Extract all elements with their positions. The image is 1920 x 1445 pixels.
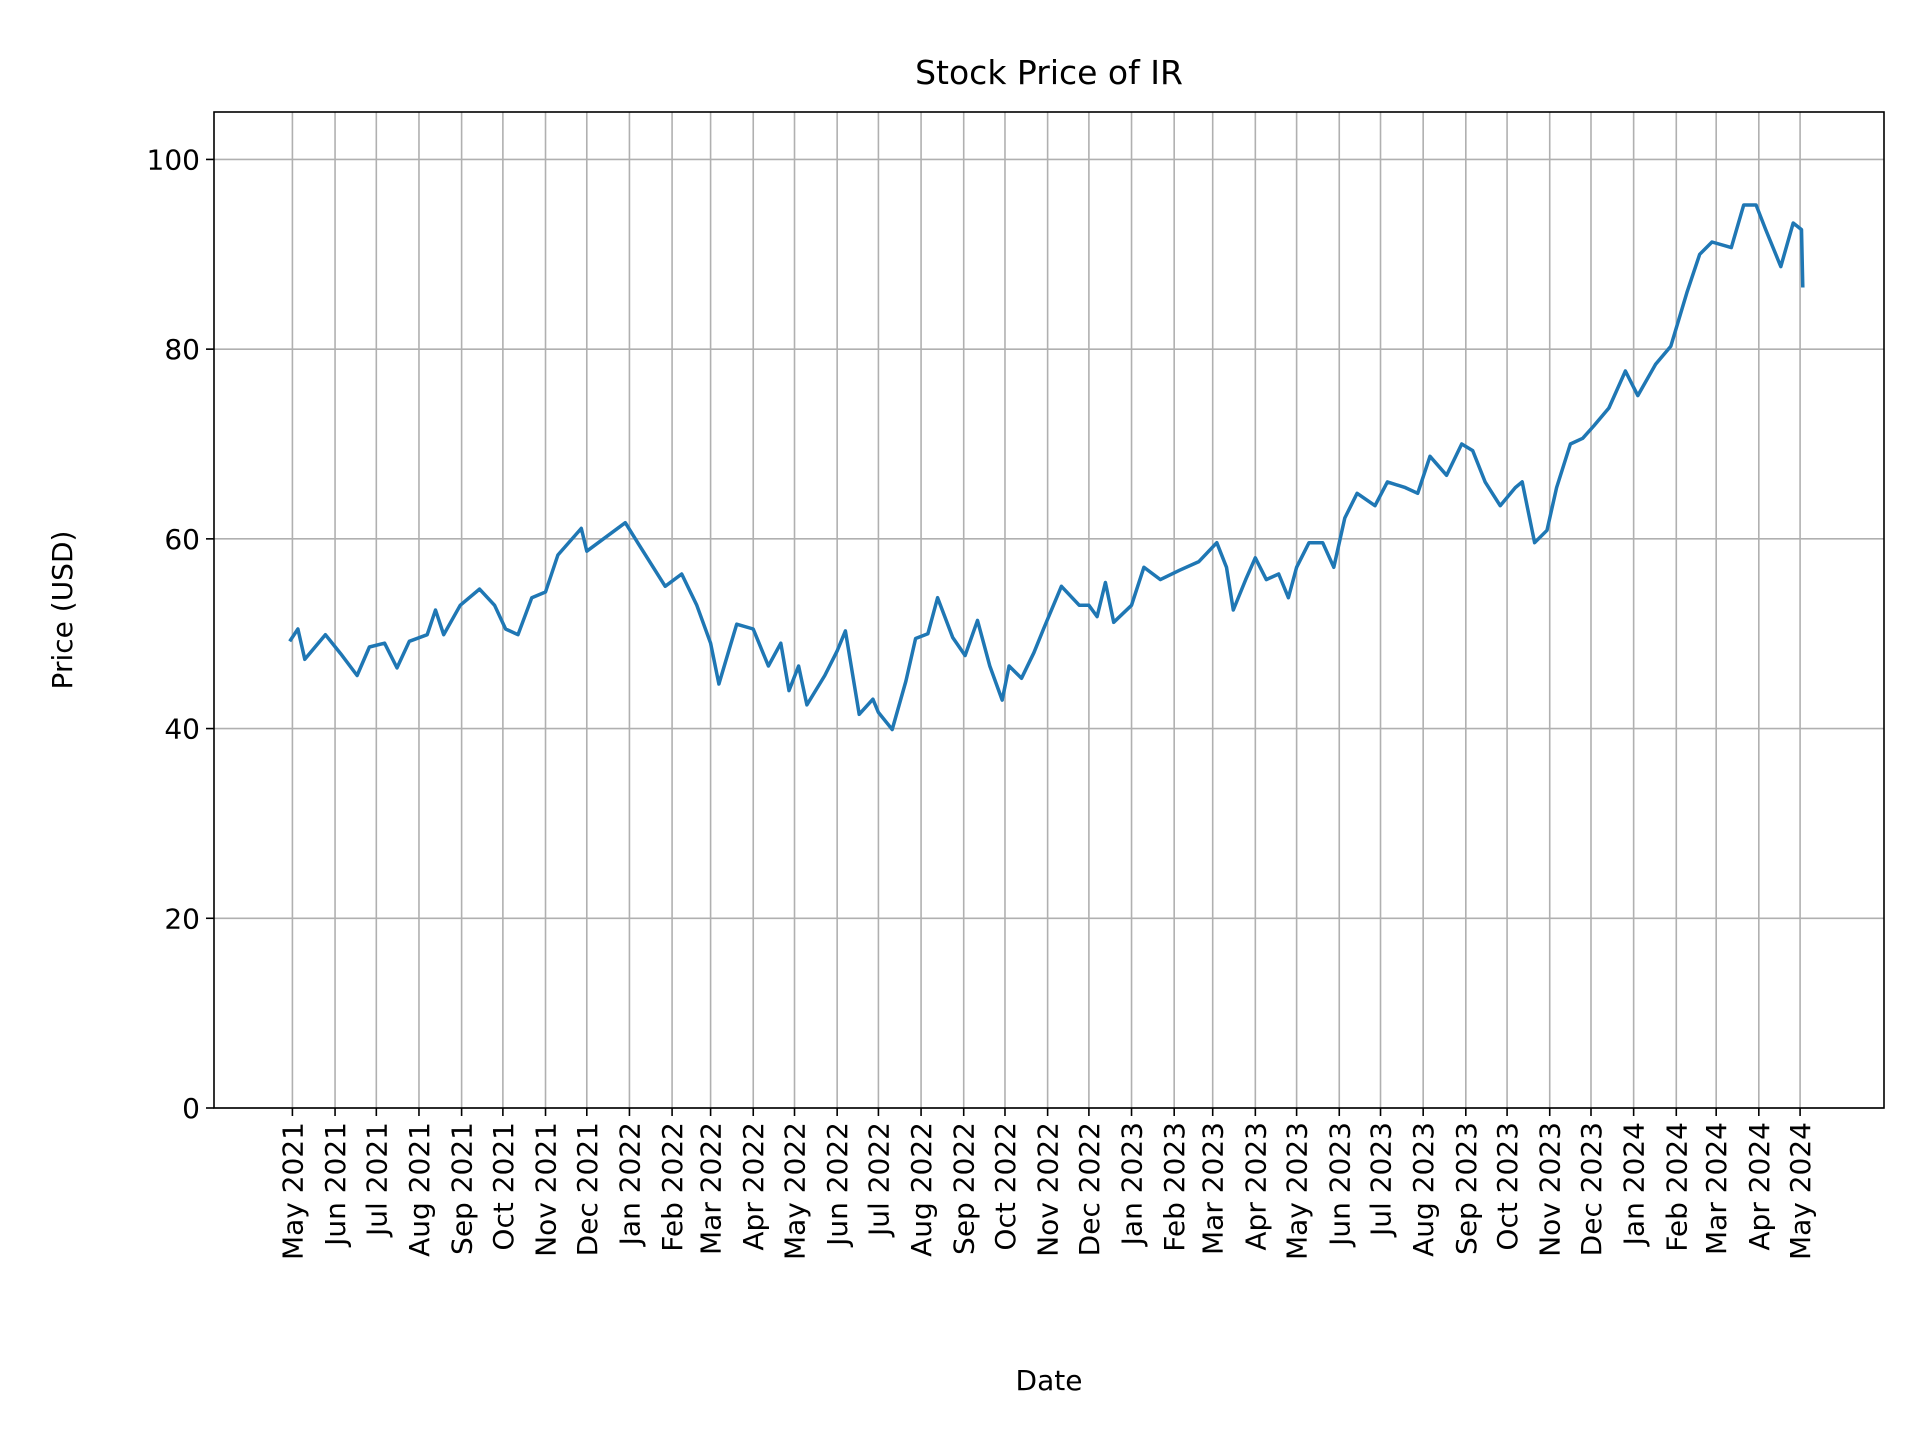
x-tick-label: Dec 2022 [1073,1122,1106,1256]
x-tick-label: Oct 2023 [1491,1122,1524,1251]
x-tick-label: Aug 2023 [1407,1122,1440,1257]
x-tick-label: Jul 2023 [1365,1122,1398,1238]
x-tick-label: Mar 2022 [695,1122,728,1255]
x-tick-label: Sep 2022 [948,1122,981,1255]
x-tick-label: Dec 2021 [571,1122,604,1256]
x-tick-label: Apr 2024 [1743,1122,1776,1251]
x-tick-label: Oct 2022 [989,1122,1022,1251]
grid-lines [214,112,1884,1109]
price-line [288,203,1805,732]
y-axis-ticks: 0 20 40 60 80 100 [147,143,214,1125]
x-tick-label: Jan 2024 [1618,1122,1651,1247]
y-axis-label: Price (USD) [46,531,79,690]
y-tick-label: 80 [164,333,200,366]
x-tick-label: Nov 2021 [530,1122,563,1257]
x-tick-label: Feb 2024 [1660,1122,1693,1252]
x-tick-label: Sep 2023 [1450,1122,1483,1255]
x-tick-label: Mar 2023 [1197,1122,1230,1255]
x-tick-label: Jan 2022 [613,1122,646,1247]
x-tick-label: Feb 2023 [1158,1122,1191,1252]
x-tick-label: Aug 2021 [403,1122,436,1257]
x-tick-label: Jun 2023 [1323,1122,1356,1248]
x-axis-ticks: May 2021 Jun 2021 Jul 2021 Aug 2021 Sep 2021… [276,1108,1817,1260]
x-tick-label: Dec 2023 [1575,1122,1608,1256]
x-tick-label: Jan 2023 [1116,1122,1149,1247]
x-tick-label: Oct 2021 [487,1122,520,1251]
x-tick-label: Jun 2022 [821,1122,854,1248]
x-tick-label: May 2023 [1281,1122,1314,1260]
x-tick-label: Nov 2022 [1032,1122,1065,1257]
x-tick-label: Nov 2023 [1534,1122,1567,1257]
x-tick-label: Jul 2021 [360,1122,393,1238]
plot-frame [213,111,1885,1109]
x-tick-label: Mar 2024 [1700,1122,1733,1255]
x-tick-label: Feb 2022 [656,1122,689,1252]
x-axis-label: Date [1016,1364,1083,1397]
y-tick-label: 100 [147,143,200,176]
x-tick-label: Jul 2022 [862,1122,895,1238]
y-tick-label: 20 [164,902,200,935]
x-tick-label: Apr 2022 [737,1122,770,1251]
x-tick-label: Sep 2021 [446,1122,479,1255]
chart-title: Stock Price of IR [915,53,1183,92]
x-tick-label: May 2024 [1784,1122,1817,1260]
x-tick-label: Jun 2021 [319,1122,352,1248]
x-tick-label: May 2021 [276,1122,309,1260]
x-tick-label: Aug 2022 [905,1122,938,1257]
x-tick-label: May 2022 [779,1122,812,1260]
x-tick-label: Apr 2023 [1239,1122,1272,1251]
y-tick-label: 40 [164,713,200,746]
y-tick-label: 60 [164,523,200,556]
y-tick-label: 0 [182,1092,200,1125]
